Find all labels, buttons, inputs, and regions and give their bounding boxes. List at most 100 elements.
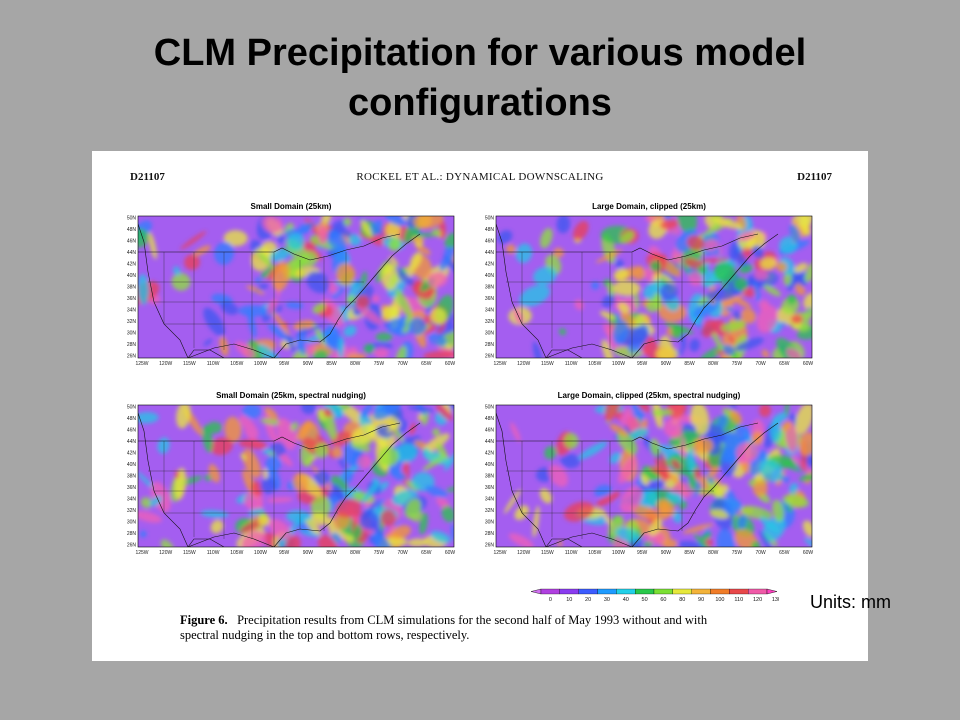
lon-tick-label: 110W [207,361,220,367]
panel-title: Large Domain, clipped (25km, spectral nu… [557,391,741,400]
lat-tick-label: 32N [127,508,137,514]
lon-tick-label: 95W [279,361,290,367]
colorbar-segment [672,588,692,595]
lat-tick-label: 28N [485,342,495,348]
lat-tick-label: 38N [485,285,495,291]
lat-tick-label: 32N [485,319,495,325]
precipitation-map: 50N48N46N44N42N40N38N36N34N32N30N28N26N1… [485,216,814,368]
lon-tick-label: 105W [230,550,243,556]
lat-tick-label: 26N [485,354,495,360]
lat-tick-label: 46N [485,239,495,245]
lon-tick-label: 110W [565,550,578,556]
paper-header-center: ROCKEL ET AL.: DYNAMICAL DOWNSCALING [356,171,604,183]
lat-tick-label: 38N [127,285,137,291]
slide-title-line2: configurations [348,82,612,124]
lon-tick-label: 70W [397,550,408,556]
colorbar-tick-label: 60 [660,597,666,603]
lon-tick-label: 115W [541,550,554,556]
lon-tick-label: 80W [708,550,719,556]
lat-tick-label: 50N [485,405,495,411]
lon-tick-label: 90W [661,361,672,367]
lat-tick-label: 26N [127,543,137,549]
colorbar-segment [578,588,598,595]
lat-tick-label: 48N [127,416,137,422]
lat-tick-label: 40N [127,273,137,279]
lon-tick-label: 65W [421,550,432,556]
map-panel-large-domain-nudging: Large Domain, clipped (25km, spectral nu… [482,391,816,563]
lat-tick-label: 28N [127,531,137,537]
caption-line2: spectral nudging in the top and bottom r… [180,628,470,642]
lon-tick-label: 120W [159,361,172,367]
paper-header-left: D21107 [130,171,165,183]
lat-tick-label: 44N [127,439,137,445]
lon-tick-label: 75W [374,361,385,367]
colorbar-tick-label: 90 [698,597,704,603]
lat-tick-label: 42N [485,451,495,457]
lat-tick-label: 26N [127,354,137,360]
lat-tick-label: 42N [127,451,137,457]
lon-tick-label: 65W [421,361,432,367]
lon-tick-label: 125W [493,361,506,367]
lat-tick-label: 50N [127,216,137,222]
lat-tick-label: 48N [485,416,495,422]
lat-tick-label: 48N [127,227,137,233]
lon-tick-label: 60W [803,550,814,556]
lat-tick-label: 34N [127,308,137,314]
colorbar-segment [616,588,636,595]
lat-tick-label: 38N [485,474,495,480]
colorbar-tick-label: 100 [715,597,724,603]
colorbar-segment [748,588,768,595]
lat-tick-label: 36N [127,296,137,302]
lon-tick-label: 85W [326,550,337,556]
lon-tick-label: 60W [445,550,456,556]
lat-tick-label: 46N [485,428,495,434]
lon-tick-label: 65W [779,361,790,367]
lon-tick-label: 125W [493,550,506,556]
lon-tick-label: 85W [326,361,337,367]
lon-tick-label: 105W [588,361,601,367]
lon-tick-label: 70W [397,361,408,367]
lat-tick-label: 50N [127,405,137,411]
precipitation-map: 50N48N46N44N42N40N38N36N34N32N30N28N26N1… [485,405,814,557]
lon-tick-label: 90W [303,361,314,367]
lon-tick-label: 120W [517,361,530,367]
colorbar-tick-label: 120 [753,597,762,603]
colorbar-triangle-right [766,588,778,595]
map-panel-small-domain: Small Domain (25km) 50N 48N 46N 44N 42N 40N 38… [124,202,458,374]
lon-tick-label: 105W [230,361,243,367]
lon-tick-label: 100W [254,550,267,556]
colorbar-segment [653,588,673,595]
lat-tick-label: 36N [485,485,495,491]
colorbar-tick-label: 110 [734,597,743,603]
panel-title: Large Domain, clipped (25km) [592,202,706,211]
lat-tick-label: 34N [485,497,495,503]
units-label: Units: mm [810,592,891,612]
lon-tick-label: 125W [135,361,148,367]
lat-tick-label: 34N [127,497,137,503]
lon-tick-label: 115W [183,550,196,556]
precipitation-map: 50N48N46N44N42N40N38N36N34N32N30N28N26N1… [127,405,456,557]
lon-tick-label: 110W [207,550,220,556]
colorbar-tick-label: 30 [604,597,610,603]
panel-title: Small Domain (25km, spectral nudging) [216,391,366,400]
lon-tick-label: 85W [684,361,695,367]
lat-tick-label: 26N [485,543,495,549]
colorbar-segment [597,588,617,595]
colorbar-segment [691,588,711,595]
figure-label: Figure 6. [180,613,228,627]
colorbar-tick-label: 130 [772,597,779,603]
lon-tick-label: 100W [254,361,267,367]
lon-tick-label: 70W [755,550,766,556]
colorbar-tick-label: 80 [679,597,685,603]
lon-tick-label: 100W [612,361,625,367]
colorbar-segment [540,588,560,595]
figure-caption: Figure 6. Precipitation results from CLM… [180,613,820,643]
map-panel-large-domain: Large Domain, clipped (25km) 50N 48N 46N 44… [482,202,816,374]
lat-tick-label: 30N [127,331,137,337]
lat-tick-label: 30N [485,331,495,337]
colorbar-tick-label: 20 [585,597,591,603]
colorbar-triangle-left [530,588,542,595]
lon-tick-label: 120W [159,550,172,556]
lon-tick-label: 80W [350,550,361,556]
lat-tick-label: 44N [485,439,495,445]
